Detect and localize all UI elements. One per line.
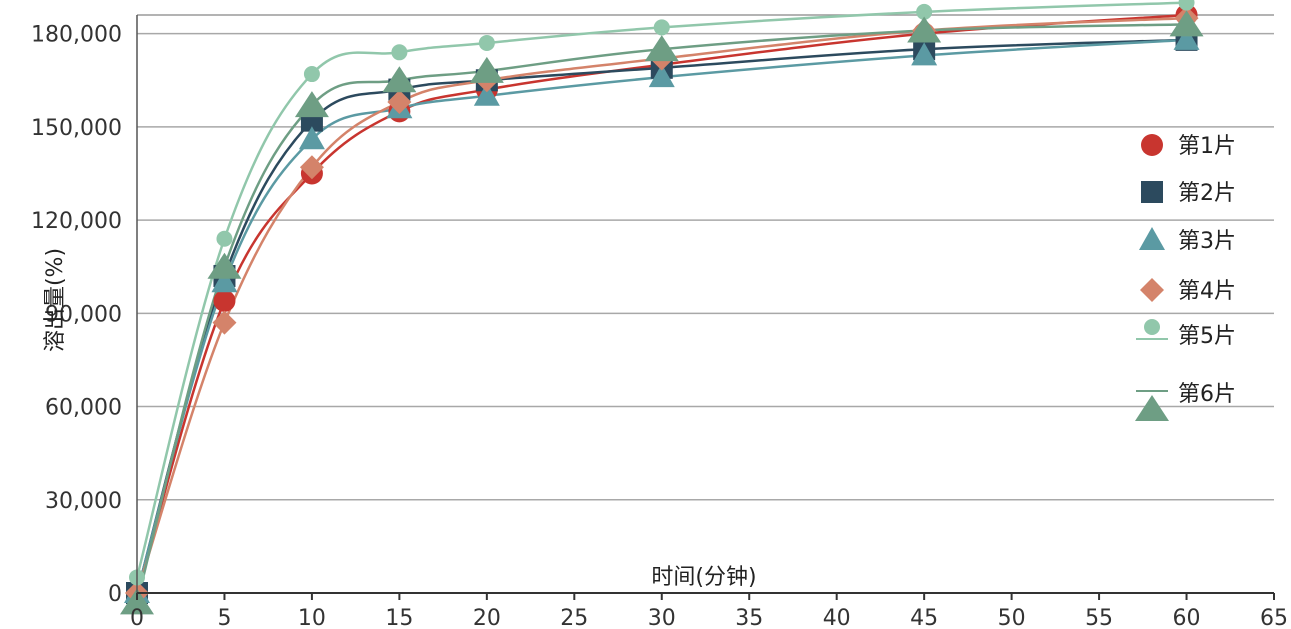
legend-item-3: 第3片 xyxy=(1139,227,1236,254)
y-tick-label: 180,000 xyxy=(31,23,122,48)
y-axis-title: 溶出量(%) xyxy=(43,248,68,352)
x-tick-label: 10 xyxy=(298,606,326,629)
data-point-series-5 xyxy=(653,19,670,36)
series-line-5 xyxy=(135,1,1187,578)
data-point-series-1 xyxy=(213,289,236,312)
data-point-series-5 xyxy=(303,66,320,83)
data-point-series-4 xyxy=(299,155,324,180)
x-tick-label: 65 xyxy=(1260,606,1288,629)
legend-item-6: 第6片 xyxy=(1135,382,1236,421)
legend-item-5: 第5片 xyxy=(1136,319,1236,349)
legend-swatch xyxy=(1139,227,1165,250)
series-line-3 xyxy=(135,38,1187,594)
data-point-series-3 xyxy=(911,42,938,66)
legend-swatch xyxy=(1144,319,1160,335)
legend-label: 第4片 xyxy=(1178,279,1236,304)
x-tick-labels: 0 5 10 15 20 25 30 35 40 45 50 55 60 65 xyxy=(130,606,1288,629)
data-point-series-3 xyxy=(1173,26,1200,50)
x-tick-label: 60 xyxy=(1173,606,1201,629)
data-point-series-3 xyxy=(298,126,325,150)
x-tick-label: 55 xyxy=(1085,606,1113,629)
x-tick-label: 35 xyxy=(735,606,763,629)
series-markers xyxy=(120,0,1204,615)
data-point-series-5 xyxy=(216,230,233,247)
x-tick-label: 25 xyxy=(560,606,588,629)
data-point-series-5 xyxy=(391,44,408,61)
data-point-series-6 xyxy=(207,252,242,279)
data-point-series-6 xyxy=(382,66,417,93)
y-tick-labels: 0 30,000 60,000 90,000 120,000 150,000 180,000 xyxy=(31,23,122,607)
data-point-series-6 xyxy=(907,16,942,43)
data-point-series-5 xyxy=(478,34,495,51)
y-tick-label: 120,000 xyxy=(31,209,122,234)
data-point-series-6 xyxy=(644,35,679,62)
data-point-series-4 xyxy=(212,310,237,335)
x-tick-label: 0 xyxy=(130,606,144,629)
data-point-series-5 xyxy=(916,3,933,20)
y-tick-label: 90,000 xyxy=(45,302,122,327)
axes xyxy=(136,15,1275,600)
legend-label: 第2片 xyxy=(1178,181,1236,206)
x-tick-label: 40 xyxy=(823,606,851,629)
x-tick-label: 20 xyxy=(473,606,501,629)
legend-label: 第1片 xyxy=(1178,134,1236,159)
series-line-4 xyxy=(135,16,1187,594)
y-tick-label: 150,000 xyxy=(31,116,122,141)
x-tick-label: 15 xyxy=(385,606,413,629)
legend-swatch xyxy=(1141,134,1163,156)
x-tick-label: 5 xyxy=(217,606,231,629)
legend-swatch xyxy=(1141,181,1163,203)
legend-label: 第3片 xyxy=(1178,229,1236,254)
series-lines xyxy=(135,1,1187,603)
legend-item-1: 第1片 xyxy=(1141,134,1236,159)
y-tick-label: 60,000 xyxy=(45,396,122,421)
legend-item-4: 第4片 xyxy=(1140,278,1236,304)
grid-lines xyxy=(137,14,1274,501)
data-point-series-6 xyxy=(120,588,154,615)
y-tick-label: 30,000 xyxy=(45,489,122,514)
legend-swatch xyxy=(1135,395,1169,421)
legend-label: 第5片 xyxy=(1178,324,1236,349)
data-point-series-5 xyxy=(1178,0,1195,11)
data-point-series-6 xyxy=(294,91,329,118)
data-point-series-6 xyxy=(469,56,504,83)
series-line-1 xyxy=(135,13,1187,594)
data-point-series-3 xyxy=(211,269,238,293)
legend-label: 第6片 xyxy=(1178,382,1236,407)
x-tick-label: 45 xyxy=(910,606,938,629)
data-point-series-4 xyxy=(387,90,412,115)
data-point-series-6 xyxy=(1169,10,1204,37)
legend-item-2: 第2片 xyxy=(1141,181,1236,206)
series-line-2 xyxy=(135,38,1187,594)
x-axis-title: 时间(分钟) xyxy=(651,565,756,590)
legend-swatch xyxy=(1140,278,1164,302)
data-point-series-3 xyxy=(473,82,500,106)
data-point-series-3 xyxy=(648,64,675,88)
x-tick-label: 30 xyxy=(648,606,676,629)
y-tick-label: 0 xyxy=(108,582,122,607)
x-tick-label: 50 xyxy=(998,606,1026,629)
